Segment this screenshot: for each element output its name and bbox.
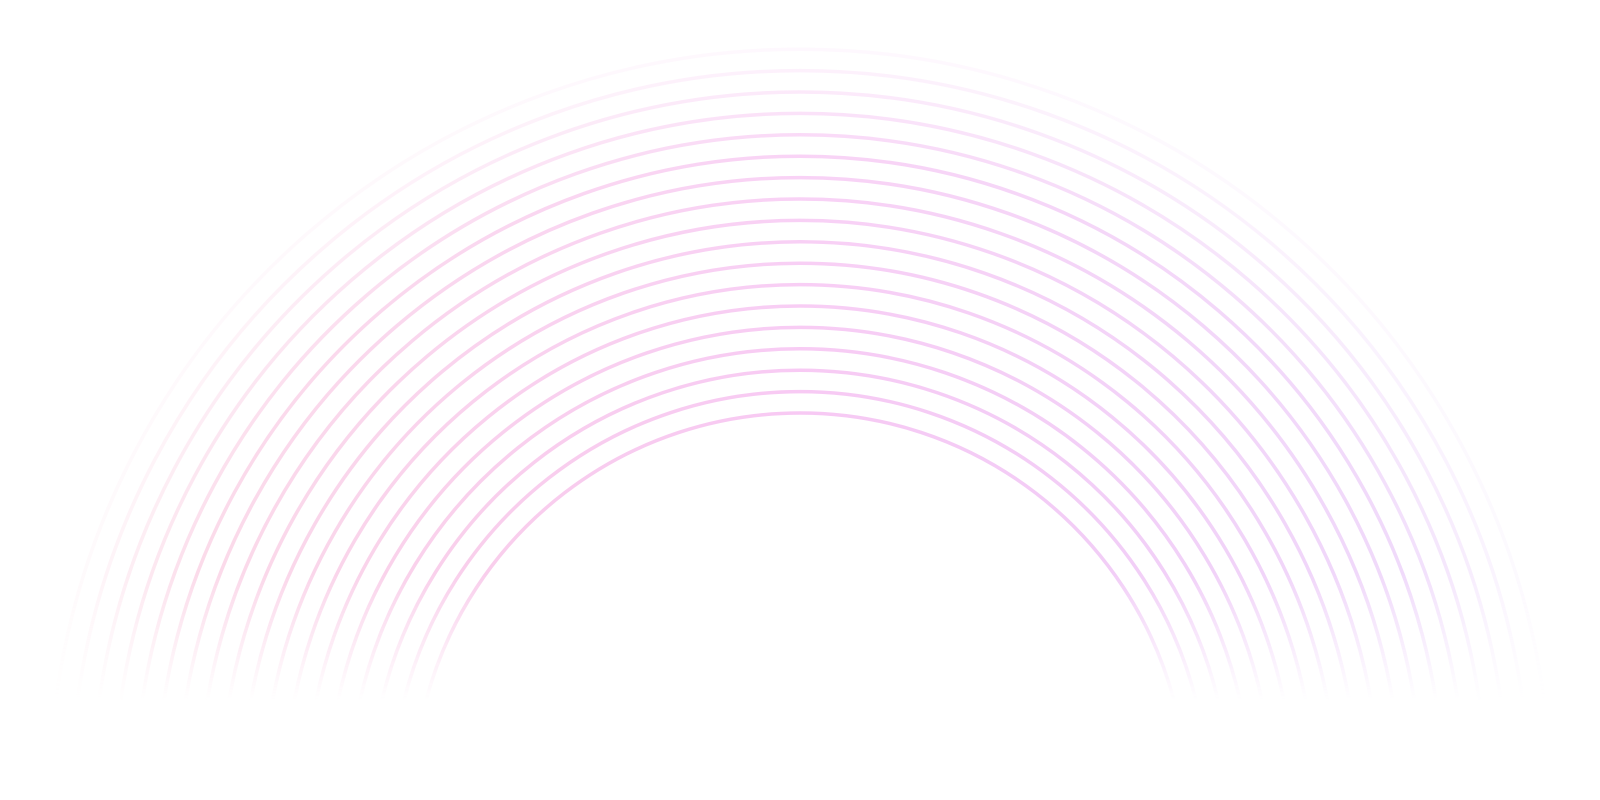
ring (292, 282, 1308, 701)
ring (249, 240, 1351, 701)
ring (358, 347, 1242, 701)
ring (270, 261, 1330, 701)
ring (314, 304, 1286, 701)
ring (336, 325, 1264, 701)
ring (424, 411, 1176, 701)
ring (380, 368, 1220, 701)
ring (140, 133, 1460, 701)
ring (118, 111, 1482, 701)
ring (54, 47, 1546, 701)
ring (162, 154, 1438, 701)
ring (205, 197, 1395, 701)
ring (75, 68, 1525, 701)
ring (402, 389, 1198, 701)
ring (227, 218, 1373, 701)
ring (183, 175, 1417, 701)
ring (97, 90, 1503, 701)
